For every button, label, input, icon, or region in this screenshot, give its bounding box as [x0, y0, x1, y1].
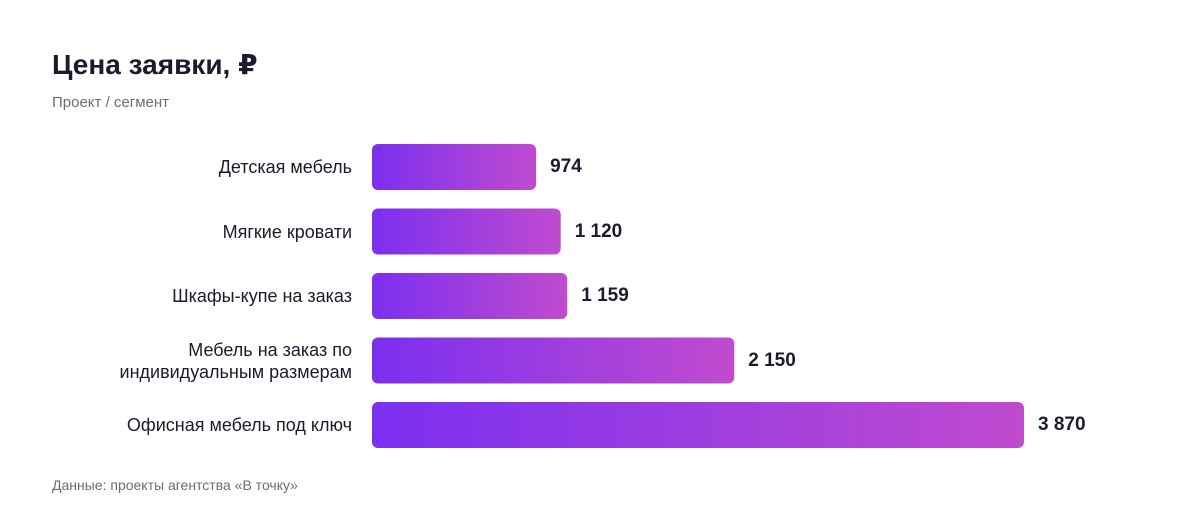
chart-subtitle: Проект / сегмент: [52, 94, 170, 111]
value-label: 1 159: [581, 285, 629, 306]
bar: [372, 144, 537, 190]
category-label: Детская мебель: [218, 157, 352, 177]
chart-title: Цена заявки, ₽: [52, 49, 258, 80]
source-note: Данные: проекты агентства «В точку»: [52, 477, 298, 493]
category-label: Мебель на заказ по индивидуальным размер…: [119, 339, 352, 382]
category-label: Шкафы-купе на заказ: [172, 286, 352, 306]
bar: [372, 273, 568, 319]
bar: [372, 208, 561, 255]
bar: [372, 402, 1024, 448]
value-label: 3 870: [1038, 414, 1086, 435]
bar: [372, 337, 735, 384]
category-label: Офисная мебель под ключ: [126, 415, 352, 435]
value-label: 974: [550, 156, 582, 177]
value-label: 2 150: [748, 349, 796, 371]
category-label: Мягкие кровати: [222, 221, 352, 242]
value-label: 1 120: [574, 220, 623, 242]
